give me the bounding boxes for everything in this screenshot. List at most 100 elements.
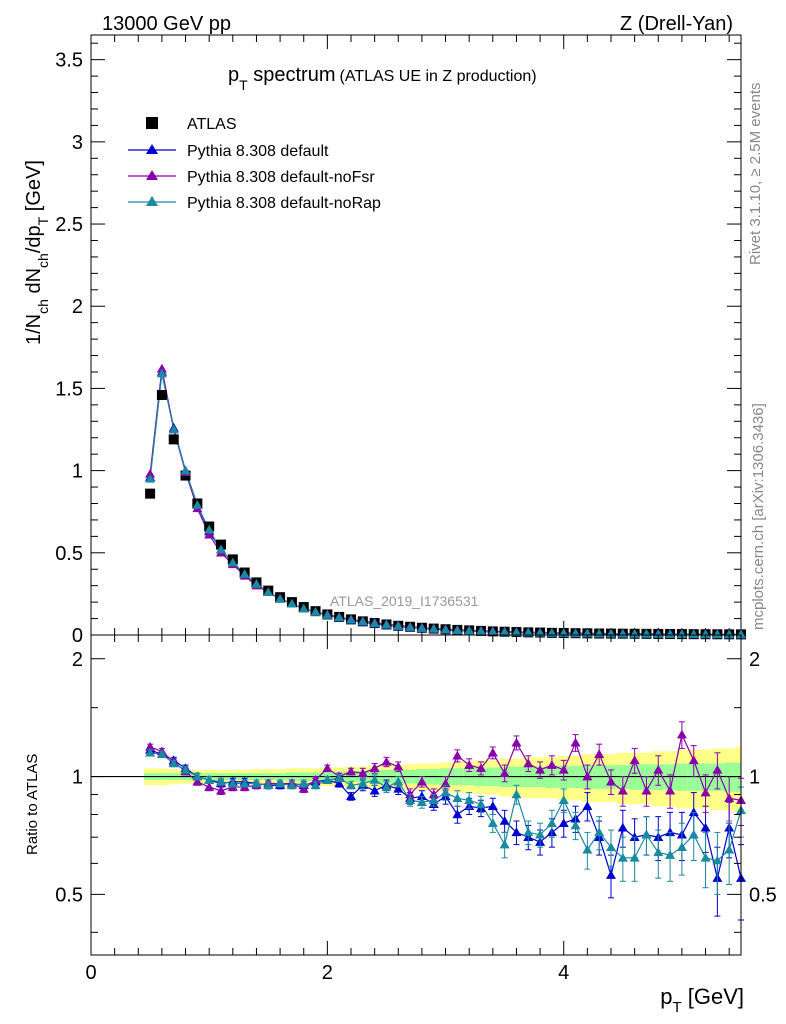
- data-point-noRap: [180, 465, 191, 475]
- ratio-point-default: [558, 818, 569, 827]
- data-point-noRap: [700, 629, 711, 639]
- ratio-point-noFsr: [357, 768, 368, 777]
- data-point-noRap: [156, 368, 167, 378]
- ratio-point-noRap: [180, 764, 191, 774]
- ratio-point-noFsr: [523, 758, 534, 768]
- ratio-point-noFsr: [606, 776, 616, 786]
- data-point-noRap: [523, 627, 534, 637]
- main-y-tick-label: 0.5: [55, 543, 83, 565]
- data-point-atlas: [145, 488, 156, 499]
- legend-label-nofsr: Pythia 8.308 default-noFsr: [187, 169, 375, 186]
- data-point-noRap: [499, 627, 510, 636]
- ratio-y-tick-label: 1: [72, 767, 83, 789]
- ratio-point-noRap: [700, 852, 711, 862]
- main-y-axis-label: 1/Nch dNch/dpT [GeV]: [23, 160, 51, 345]
- ratio-y-tick-label: 2: [72, 649, 83, 671]
- x-tick-label: 2: [322, 962, 333, 984]
- data-point-noRap: [216, 544, 226, 554]
- ratio-point-noFsr: [204, 782, 215, 791]
- ratio-point-noRap: [617, 852, 628, 862]
- ratio-point-noRap: [346, 780, 356, 790]
- data-point-noRap: [405, 622, 416, 631]
- ratio-ticks: 0.5 0.5 1 1 2 2 0 2 4: [55, 635, 777, 984]
- data-point-noRap: [357, 616, 368, 626]
- ratio-point-noFsr: [405, 789, 416, 799]
- chart-title: pT spectrum (ATLAS UE in Z production): [228, 64, 537, 93]
- ratio-point-noFsr: [535, 764, 546, 774]
- ratio-y-axis-label: Ratio to ATLAS: [24, 754, 41, 855]
- ratio-point-noRap: [558, 795, 569, 804]
- data-point-noRap: [641, 629, 652, 638]
- mcplots-label: mcplots.cern.ch [arXiv:1306.3436]: [750, 403, 767, 630]
- ratio-point-noFsr: [487, 747, 498, 757]
- ratio-point-noRap: [369, 774, 380, 784]
- ratio-point-default: [346, 791, 356, 801]
- ratio-point-noRap: [688, 829, 699, 839]
- ratio-point-noFsr: [369, 763, 380, 773]
- ratio-point-noRap: [393, 776, 404, 786]
- ratio-point-noFsr: [594, 749, 605, 759]
- data-point-noRap: [476, 626, 486, 635]
- ratio-point-default: [617, 822, 628, 832]
- legend-label-default: Pythia 8.308 default: [187, 143, 329, 160]
- ratio-y-tick-label-right: 1: [749, 767, 760, 789]
- ratio-point-noFsr: [499, 768, 510, 777]
- x-tick-label: 4: [558, 962, 569, 984]
- data-point-noRap: [440, 624, 451, 634]
- data-point-noRap: [535, 627, 546, 637]
- ratio-point-noRap: [535, 829, 546, 839]
- main-y-tick-label: 3: [72, 132, 83, 154]
- data-point-noRap: [251, 579, 262, 588]
- data-point-noRap: [428, 623, 439, 633]
- main-series: [145, 363, 746, 640]
- data-point-noRap: [263, 587, 274, 597]
- analysis-watermark: ATLAS_2019_I1736531: [330, 593, 479, 609]
- ratio-point-noFsr: [582, 771, 593, 781]
- ratio-point-noFsr: [452, 750, 463, 760]
- x-tick-label: 0: [85, 962, 96, 984]
- ratio-point-default: [700, 822, 711, 832]
- ratio-point-noFsr: [322, 763, 333, 773]
- ratio-point-noRap: [629, 852, 640, 862]
- ratio-point-noRap: [322, 774, 333, 784]
- data-point-noRap: [381, 619, 392, 629]
- ratio-point-noRap: [582, 844, 593, 854]
- ratio-point-default: [499, 815, 510, 825]
- ratio-panel: 0.5 0.5 1 1 2 2 0 2 4 Ratio to ATLAS pT [GeV]: [24, 634, 777, 1016]
- ratio-point-noFsr: [416, 776, 427, 786]
- data-point-noRap: [192, 500, 203, 509]
- legend-marker-default: [146, 144, 158, 154]
- ratio-point-noRap: [334, 773, 345, 783]
- data-point-noRap: [464, 625, 475, 635]
- ratio-point-noRap: [511, 789, 522, 799]
- rivet-label: Rivet 3.1.10, ≥ 2.5M events: [747, 83, 764, 266]
- data-point-noRap: [688, 629, 699, 639]
- ratio-point-noFsr: [629, 755, 640, 765]
- data-point-noRap: [298, 603, 309, 613]
- ratio-point-noFsr: [192, 776, 203, 786]
- data-point-noRap: [145, 473, 156, 483]
- ratio-point-noRap: [286, 780, 297, 790]
- ratio-point-default: [487, 801, 498, 810]
- legend-marker-norap: [146, 196, 158, 206]
- ratio-point-default: [416, 791, 427, 801]
- ratio-point-noRap: [416, 797, 427, 806]
- ratio-point-default: [665, 827, 676, 837]
- ratio-point-noFsr: [381, 756, 392, 766]
- ratio-point-noFsr: [216, 785, 226, 795]
- data-point-noRap: [393, 621, 404, 630]
- ratio-point-noRap: [145, 747, 156, 757]
- ratio-point-noFsr: [688, 755, 699, 765]
- ratio-point-noRap: [594, 827, 605, 837]
- ratio-point-noFsr: [546, 760, 557, 769]
- ratio-point-noFsr: [665, 785, 676, 795]
- ratio-point-default: [582, 801, 593, 810]
- main-y-tick-label: 2.5: [55, 214, 83, 236]
- ratio-point-noFsr: [464, 760, 475, 769]
- ratio-point-noFsr: [558, 764, 569, 774]
- legend-marker-nofsr: [146, 170, 158, 180]
- data-point-noRap: [629, 628, 640, 638]
- ratio-point-noFsr: [145, 742, 156, 751]
- ratio-point-default: [369, 785, 380, 795]
